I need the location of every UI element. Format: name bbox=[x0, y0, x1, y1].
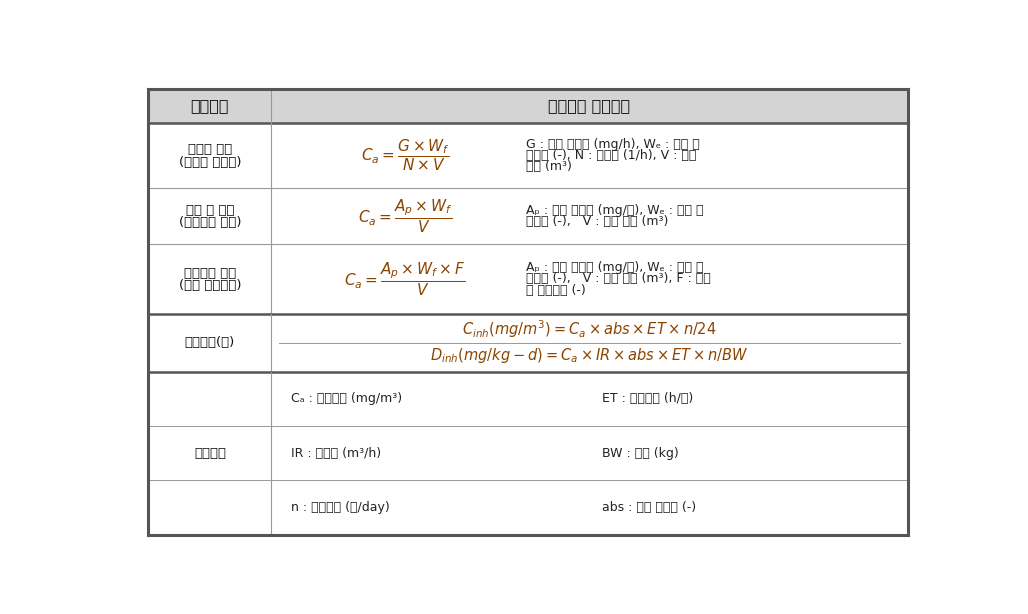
Text: $D_{inh}(mg/kg-d) = C_a \times IR \times abs \times ET \times n/BW$: $D_{inh}(mg/kg-d) = C_a \times IR \times… bbox=[430, 346, 749, 365]
Text: (욕실 세정작업): (욕실 세정작업) bbox=[179, 279, 242, 292]
Bar bbox=[148, 89, 908, 123]
Text: G : 제품 방출량 (mg/h), Wₑ : 제품 중: G : 제품 방출량 (mg/h), Wₑ : 제품 중 bbox=[526, 138, 700, 150]
Text: 성분비 (-),   V : 공간 체적 (m³), F : 공기: 성분비 (-), V : 공간 체적 (m³), F : 공기 bbox=[526, 273, 710, 286]
Text: abs : 체내 흡수율 (-): abs : 체내 흡수율 (-) bbox=[602, 501, 696, 514]
Text: Cₐ : 공간농도 (mg/m³): Cₐ : 공간농도 (mg/m³) bbox=[291, 392, 402, 405]
Text: 흡입노출 알고리즘: 흡입노출 알고리즘 bbox=[549, 98, 630, 114]
Text: (거치식 방향제): (거치식 방향제) bbox=[179, 155, 242, 169]
Text: BW : 체중 (kg): BW : 체중 (kg) bbox=[602, 446, 680, 460]
Text: 지속적 방출: 지속적 방출 bbox=[188, 143, 232, 157]
Text: (스프레이 사용): (스프레이 사용) bbox=[179, 216, 242, 229]
Text: 노출농도(량): 노출농도(량) bbox=[185, 336, 235, 349]
Text: n : 사용빈도 (회/day): n : 사용빈도 (회/day) bbox=[291, 501, 390, 514]
Text: Aₚ : 제품 사용량 (mg/회), Wₑ : 제품 중: Aₚ : 제품 사용량 (mg/회), Wₑ : 제품 중 bbox=[526, 204, 703, 217]
Text: $C_a = \dfrac{G \times W_f}{N \times V}$: $C_a = \dfrac{G \times W_f}{N \times V}$ bbox=[361, 138, 449, 173]
Text: $C_a = \dfrac{A_p \times W_f}{V}$: $C_a = \dfrac{A_p \times W_f}{V}$ bbox=[358, 197, 452, 235]
Text: 공기 중 분사: 공기 중 분사 bbox=[186, 204, 234, 217]
Text: 시나리오: 시나리오 bbox=[190, 98, 229, 114]
Text: IR : 호흡률 (m³/h): IR : 호흡률 (m³/h) bbox=[291, 446, 380, 460]
Text: 중 방출비율 (-): 중 방출비율 (-) bbox=[526, 284, 586, 297]
Text: ET : 노출시간 (h/회): ET : 노출시간 (h/회) bbox=[602, 392, 694, 405]
Text: Aₚ : 제품 사용량 (mg/회), Wₑ : 제품 중: Aₚ : 제품 사용량 (mg/회), Wₑ : 제품 중 bbox=[526, 261, 703, 274]
Text: 표면에서 휘발: 표면에서 휘발 bbox=[184, 266, 236, 280]
Text: 성분비 (-),   V : 공간 체적 (m³): 성분비 (-), V : 공간 체적 (m³) bbox=[526, 215, 668, 228]
Text: $C_a = \dfrac{A_p \times W_f \times F}{V}$: $C_a = \dfrac{A_p \times W_f \times F}{V… bbox=[344, 260, 466, 298]
Text: 성분비 (-), N : 환기율 (1/h), V : 공간: 성분비 (-), N : 환기율 (1/h), V : 공간 bbox=[526, 149, 696, 162]
Text: $C_{inh}(mg/m^3) = C_a \times abs \times ET \times n/24$: $C_{inh}(mg/m^3) = C_a \times abs \times… bbox=[463, 319, 717, 340]
Text: 노출계수: 노출계수 bbox=[194, 446, 226, 460]
Text: 체적 (m³): 체적 (m³) bbox=[526, 160, 572, 173]
